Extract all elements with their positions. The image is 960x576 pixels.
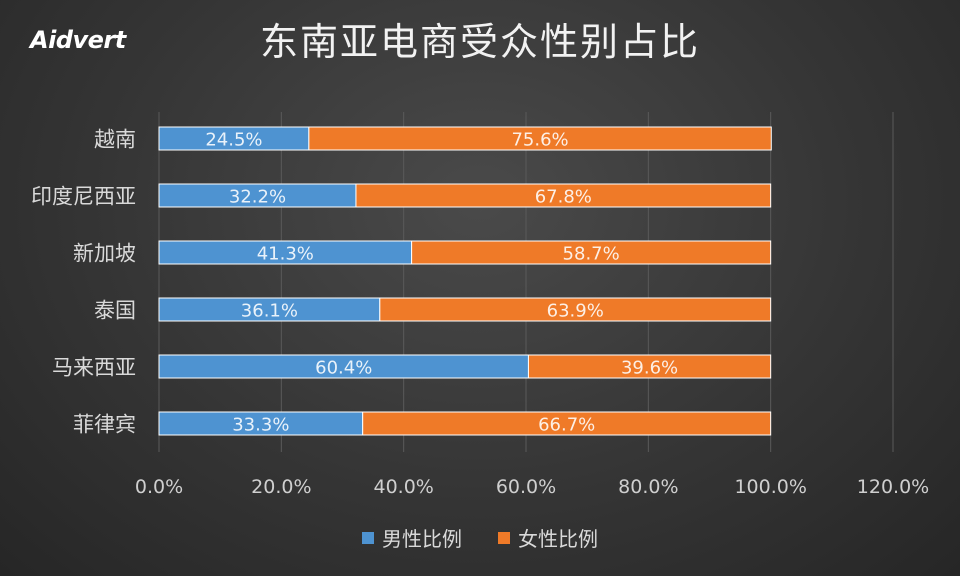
category-label: 泰国 (94, 299, 136, 323)
data-label-male: 24.5% (205, 130, 262, 151)
legend: 男性比例 女性比例 (0, 523, 960, 552)
data-label-male: 41.3% (257, 244, 314, 265)
data-label-female: 67.8% (535, 187, 592, 208)
x-tick-label: 120.0% (857, 476, 929, 498)
category-label: 印度尼西亚 (31, 185, 136, 209)
data-label-male: 32.2% (229, 187, 286, 208)
data-label-male: 36.1% (241, 301, 298, 322)
data-label-male: 60.4% (315, 358, 372, 379)
bar-female (527, 354, 772, 379)
bar-female (411, 240, 772, 265)
x-tick-label: 20.0% (251, 476, 311, 498)
bar-female (379, 297, 772, 322)
legend-label-male: 男性比例 (382, 527, 462, 551)
bar-female (362, 411, 772, 436)
data-label-female: 66.7% (538, 415, 595, 436)
data-label-female: 58.7% (563, 244, 620, 265)
legend-item-female: 女性比例 (498, 523, 598, 552)
x-tick-label: 80.0% (618, 476, 678, 498)
category-label: 菲律宾 (73, 413, 136, 437)
data-label-female: 39.6% (621, 358, 678, 379)
bar-female (355, 183, 772, 208)
data-label-male: 33.3% (232, 415, 289, 436)
x-tick-label: 40.0% (373, 476, 433, 498)
data-label-female: 63.9% (547, 301, 604, 322)
legend-item-male: 男性比例 (362, 523, 462, 552)
x-tick-label: 60.0% (496, 476, 556, 498)
x-tick-label: 100.0% (734, 476, 806, 498)
chart-title: 东南亚电商受众性别占比 (259, 20, 700, 64)
legend-swatch-male (362, 531, 374, 544)
category-label: 新加坡 (73, 242, 136, 266)
category-label: 越南 (94, 128, 136, 152)
category-label: 马来西亚 (52, 356, 136, 380)
data-label-female: 75.6% (511, 130, 568, 151)
x-tick-label: 0.0% (135, 476, 183, 498)
bar-female (308, 126, 772, 151)
legend-swatch-female (498, 531, 510, 544)
legend-label-female: 女性比例 (518, 527, 598, 551)
logo: Aidvert (30, 26, 126, 54)
